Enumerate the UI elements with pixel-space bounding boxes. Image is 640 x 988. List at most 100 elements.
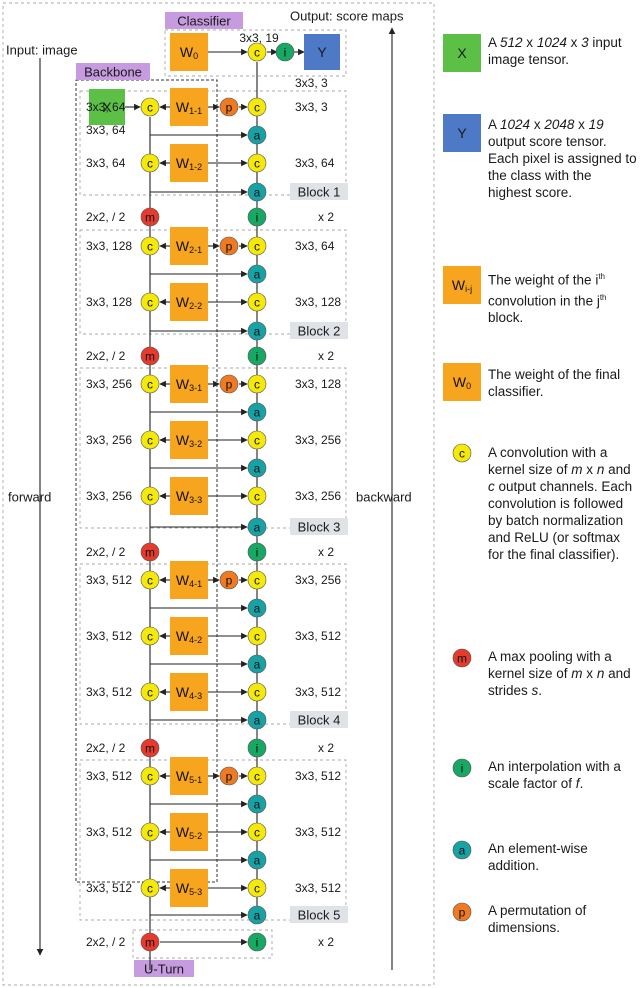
- block-5-conv-1-bwd-conv: c: [247, 766, 267, 786]
- block-5-conv-1-add-label: a: [254, 798, 261, 812]
- block-1-conv-1-weight-shape: [170, 88, 208, 126]
- block-3-conv-2-bwd-conv-label: c: [254, 434, 260, 448]
- block-5-conv-1-fwd-conv: c: [140, 766, 160, 786]
- block-3-frame: [79, 367, 347, 529]
- legend-maxpool-glyph-label: m: [457, 652, 467, 666]
- block-1-conv-2-bwd-spec: 3x3, 64: [295, 156, 335, 170]
- legend-conv-glyph-shape: [452, 443, 472, 463]
- block-4-frame: [79, 563, 347, 725]
- block-2-conv-1-add-label: a: [254, 268, 261, 282]
- block-1-interp: i: [247, 207, 267, 227]
- block-4-conv-2-bwd-conv: c: [247, 626, 267, 646]
- block-2-conv-1-fwd-conv-label: c: [147, 240, 153, 254]
- block-3-conv-3-fwd-conv: c: [140, 486, 160, 506]
- classifier-conv-shape: [247, 42, 267, 62]
- block-2-conv-1-bwd-spec: 3x3, 64: [295, 239, 335, 253]
- block-1-conv-2-bwd-conv-shape: [247, 153, 267, 173]
- legend-interp-glyph-label: i: [461, 762, 464, 776]
- input-label: Input: image: [6, 43, 78, 58]
- classifier-weight: W0: [170, 33, 208, 71]
- block-4-conv-2-fwd-conv: c: [140, 626, 160, 646]
- block-3-conv-2-bwd-spec: 3x3, 256: [295, 433, 341, 447]
- block-1-conv-1-fwd-conv-shape: [140, 97, 160, 117]
- block-3-conv-3-fwd-conv-shape: [140, 486, 160, 506]
- block-3-conv-2-fwd-conv: c: [140, 430, 160, 450]
- block-1-add: a: [247, 182, 267, 202]
- block-4-conv-1-perm: p: [219, 570, 239, 590]
- block-3-tag-bg: [290, 518, 348, 535]
- block-5-conv-1-perm: p: [219, 766, 239, 786]
- legend-conv-glyph-label: c: [459, 447, 465, 461]
- block-4-conv-3-fwd-spec: 3x3, 512: [86, 685, 132, 699]
- block-5-conv-3-weight-shape: [170, 869, 208, 907]
- legend-perm-glyph-shape: [452, 902, 472, 922]
- block-4-conv-3-fwd-conv-shape: [140, 682, 160, 702]
- block-5-conv-1-fwd-conv-shape: [140, 766, 160, 786]
- block-1-conv-1-add: a: [247, 125, 267, 145]
- block-2-conv-2-bwd-conv-label: c: [254, 296, 260, 310]
- block-1-conv-2-bwd-conv: c: [247, 153, 267, 173]
- block-2-conv-2-bwd-spec: 3x3, 128: [295, 295, 341, 309]
- block-4-conv-1-bwd-conv-label: c: [254, 574, 260, 588]
- block-3-interp-shape: [247, 542, 267, 562]
- block-1-conv-2-fwd-conv-shape: [140, 153, 160, 173]
- block-3-pool-spec: 2x2, / 2: [86, 545, 126, 559]
- block-2-add: a: [247, 321, 267, 341]
- legend-perm-glyph-label: p: [459, 906, 466, 920]
- block-5-conv-2-fwd-conv: c: [140, 822, 160, 842]
- block-5-conv-2-weight: W5-2: [170, 813, 208, 851]
- legend-input-glyph: [443, 34, 481, 72]
- block-3-interp-label: i: [256, 546, 259, 560]
- block-3-conv-3-fwd-conv-label: c: [147, 490, 153, 504]
- block-4-conv-3-fwd-conv-label: c: [147, 686, 153, 700]
- block-3-conv-1-add-label: a: [254, 406, 261, 420]
- block-5-conv-2-bwd-conv: c: [247, 822, 267, 842]
- block-4-conv-1-bwd-conv: c: [247, 570, 267, 590]
- block-5-conv-2-add: a: [247, 850, 267, 870]
- block-3-add: a: [247, 517, 267, 537]
- outer-frame: [2, 2, 435, 986]
- forward-label: forward: [8, 490, 51, 505]
- block-5-conv-2-add-label: a: [254, 854, 261, 868]
- block-4-interp-spec: x 2: [318, 741, 334, 755]
- block-5-tag-bg: [290, 906, 348, 923]
- block-1-conv-2-bwd-conv-label: c: [254, 157, 260, 171]
- block-2-frame: [79, 229, 347, 335]
- block-3-conv-3-bwd-spec: 3x3, 256: [295, 489, 341, 503]
- block-5-conv-2-bwd-conv-shape: [247, 822, 267, 842]
- classifier-conv: c: [247, 42, 267, 62]
- classifier-conv-label: c: [254, 46, 260, 60]
- block-2-interp: i: [247, 346, 267, 366]
- block-3-conv-3-bwd-conv: c: [247, 486, 267, 506]
- block-1-pool: m: [140, 207, 160, 227]
- legend-weight-text: The weight of the ith convolution in the…: [488, 272, 607, 325]
- legend-interp-glyph-shape: [452, 758, 472, 778]
- block-3-conv-1-bwd-conv: c: [247, 374, 267, 394]
- legend-maxpool-glyph: m: [452, 648, 472, 668]
- block-5-conv-3-fwd-conv-label: c: [147, 882, 153, 896]
- block-4-tag: Block 4: [298, 713, 341, 728]
- block-1-tag: Block 1: [298, 185, 341, 200]
- legend-perm-glyph: p: [452, 902, 472, 922]
- block-1-conv-1-bwd-conv: c: [247, 97, 267, 117]
- block-2-conv-1-perm-shape: [219, 236, 239, 256]
- block-3-conv-2-fwd-spec: 3x3, 256: [86, 433, 132, 447]
- block-3-conv-2-add-shape: [247, 458, 267, 478]
- backbone-tag-bg: [76, 63, 150, 80]
- output-y-label: Y: [317, 44, 327, 60]
- block-3-conv-1-fwd-spec: 3x3, 256: [86, 377, 132, 391]
- block-3-conv-1-fwd-conv-label: c: [147, 378, 153, 392]
- block-1-conv-1-weight: W1-1: [170, 88, 208, 126]
- block-3-conv-2-fwd-conv-label: c: [147, 434, 153, 448]
- block-5-conv-2-weight-shape: [170, 813, 208, 851]
- block-1-conv-1-bwd-conv-label: c: [254, 101, 260, 115]
- block-4-conv-2-bwd-conv-label: c: [254, 630, 260, 644]
- block-4-conv-1-fwd-conv: c: [140, 570, 160, 590]
- block-4-interp-label: i: [256, 742, 259, 756]
- block-5-conv-2-fwd-conv-shape: [140, 822, 160, 842]
- block-4-conv-1-fwd-spec: 3x3, 512: [86, 573, 132, 587]
- legend-classifier-text: The weight of the final classifier.: [488, 367, 621, 399]
- block-1-conv-2-weight: W1-2: [170, 144, 208, 182]
- block-2-interp-spec: x 2: [318, 349, 334, 363]
